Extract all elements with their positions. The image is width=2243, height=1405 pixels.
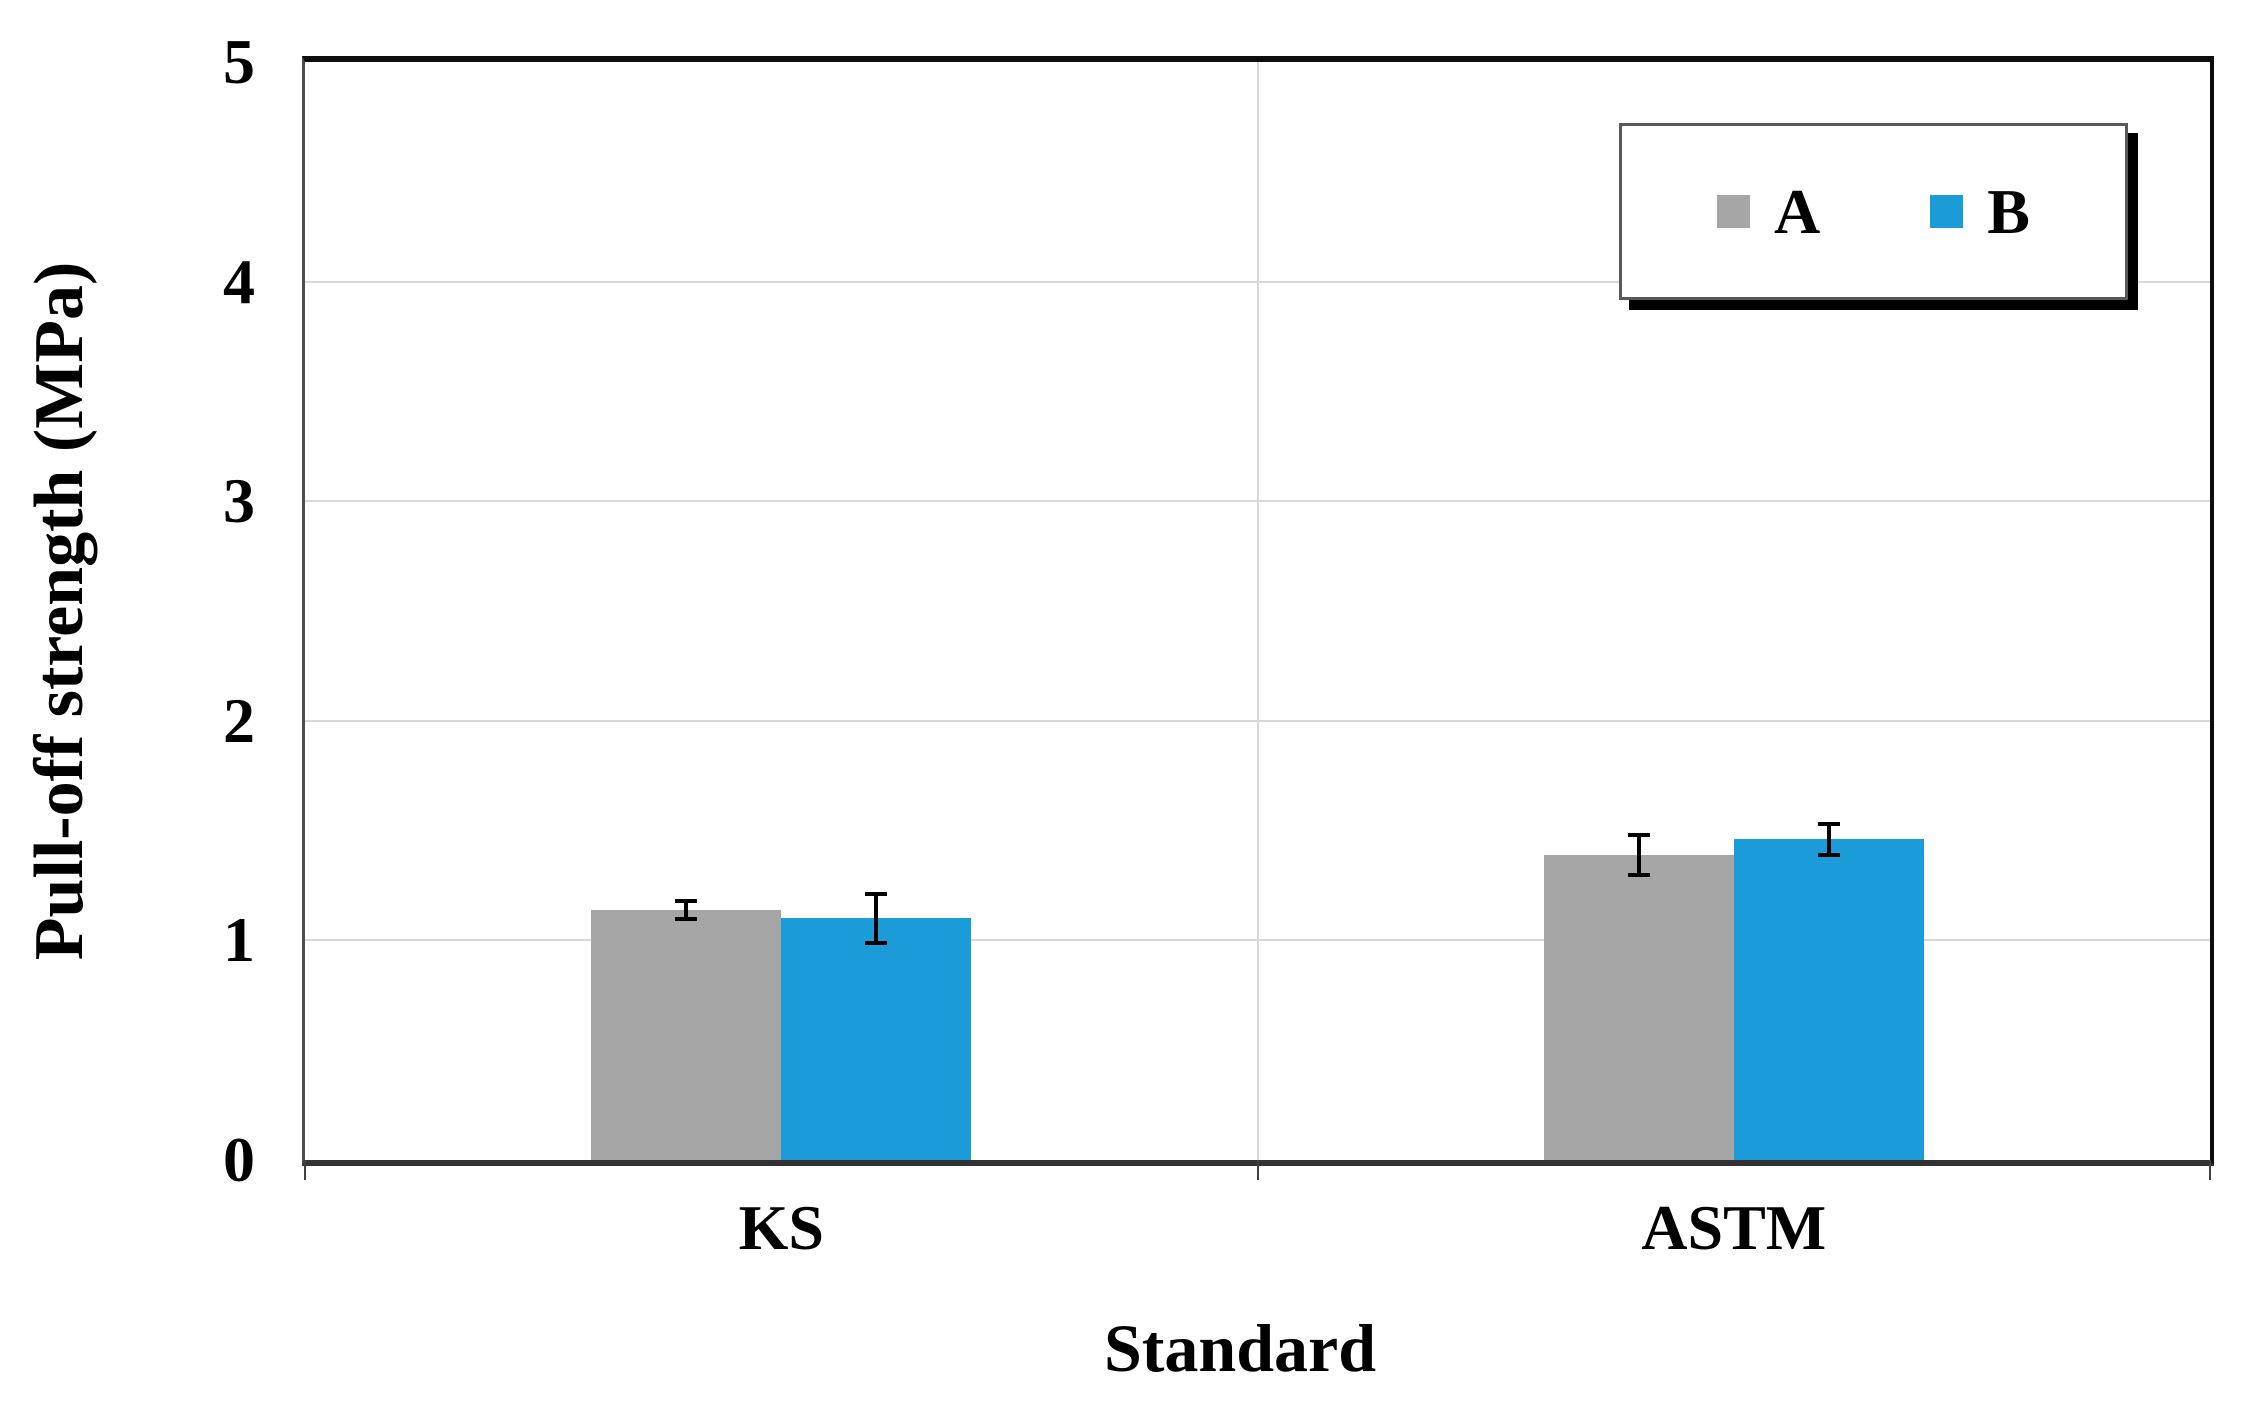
x-axis-tick bbox=[304, 1160, 306, 1180]
error-bar-cap-top bbox=[865, 892, 888, 897]
error-bar-line bbox=[684, 898, 689, 921]
y-tick-label: 5 bbox=[223, 26, 255, 97]
error-bar-cap-bottom bbox=[1627, 872, 1650, 877]
bar-astm-b bbox=[1733, 839, 1924, 1160]
error-bar-astm-a bbox=[1627, 832, 1650, 877]
legend-swatch-b-icon bbox=[1930, 195, 1964, 228]
error-bar-ks-b bbox=[865, 892, 888, 945]
x-category-label: ASTM bbox=[1641, 1192, 1827, 1263]
error-bar-astm-b bbox=[1817, 821, 1840, 857]
error-bar-cap-top bbox=[1817, 821, 1840, 826]
bar-astm-a bbox=[1543, 854, 1734, 1160]
legend-item-b: B bbox=[1930, 175, 2030, 247]
legend: A B bbox=[1619, 123, 2128, 300]
legend-item-a: A bbox=[1717, 175, 1821, 247]
error-bar-cap-bottom bbox=[675, 916, 698, 921]
x-category-label: KS bbox=[738, 1192, 824, 1263]
bar-ks-b bbox=[781, 918, 972, 1160]
error-bar-line bbox=[874, 892, 879, 945]
bar-ks-a bbox=[591, 909, 782, 1160]
y-axis-title: Pull-off strength (MPa) bbox=[21, 261, 98, 961]
error-bar-line bbox=[1636, 832, 1641, 877]
y-tick-label: 1 bbox=[223, 904, 255, 976]
legend-label-a: A bbox=[1774, 175, 1821, 247]
y-tick-label: 4 bbox=[223, 245, 255, 317]
legend-label-b: B bbox=[1987, 175, 2030, 247]
legend-swatch-a-icon bbox=[1717, 195, 1751, 228]
y-tick-label: 2 bbox=[223, 684, 255, 756]
y-tick-label: 0 bbox=[223, 1124, 255, 1195]
error-bar-cap-top bbox=[1627, 832, 1650, 837]
error-bar-ks-a bbox=[675, 898, 698, 921]
error-bar-line bbox=[1826, 821, 1831, 857]
x-axis-title: Standard bbox=[1103, 1310, 1377, 1386]
x-axis-tick bbox=[2209, 1160, 2211, 1180]
error-bar-cap-bottom bbox=[865, 940, 888, 945]
error-bar-cap-top bbox=[675, 898, 698, 903]
y-tick-label: 3 bbox=[223, 465, 255, 537]
error-bar-cap-bottom bbox=[1817, 852, 1840, 857]
x-axis-tick bbox=[1256, 1160, 1259, 1180]
gridline-vertical bbox=[1256, 62, 1259, 1160]
